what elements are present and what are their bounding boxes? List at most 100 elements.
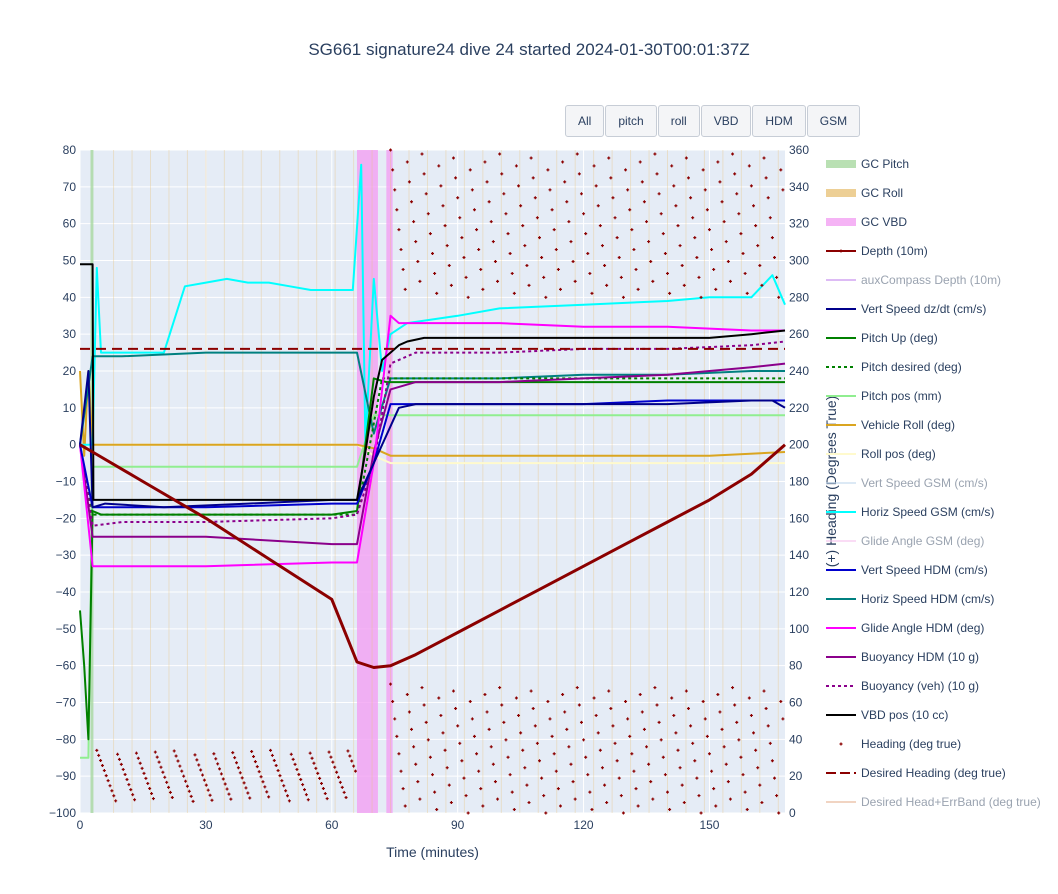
legend-label: Horiz Speed GSM (cm/s) (861, 505, 995, 519)
heading-marker (333, 765, 337, 769)
button-vbd[interactable]: VBD (700, 105, 752, 137)
heading-marker (540, 776, 544, 780)
heading-marker (167, 785, 171, 789)
heading-marker (112, 794, 116, 798)
legend-item[interactable]: Depth (10m) (826, 239, 1056, 268)
heading-marker (342, 790, 346, 794)
heading-marker (754, 224, 758, 228)
heading-marker (768, 741, 772, 745)
heading-marker (514, 164, 518, 168)
heading-marker (538, 759, 542, 763)
heading-marker (127, 783, 131, 787)
heading-marker (462, 256, 466, 260)
legend-item[interactable]: Pitch Up (deg) (826, 326, 1056, 355)
heading-marker (389, 682, 393, 686)
heading-marker (722, 220, 726, 224)
heading-marker (684, 156, 688, 160)
heading-marker (712, 787, 716, 791)
heading-marker (487, 727, 491, 731)
legend-item[interactable]: Buoyancy (veh) (10 g) (826, 674, 1056, 703)
legend-item[interactable]: Horiz Speed GSM (cm/s) (826, 500, 1056, 529)
heading-marker (420, 152, 424, 156)
legend-item[interactable]: GC Pitch (826, 152, 1056, 181)
heading-marker (225, 787, 229, 791)
y2-tick-label: 160 (789, 511, 809, 525)
legend-item[interactable]: Glide Angle HDM (deg) (826, 616, 1056, 645)
x-tick-label: 0 (77, 818, 84, 832)
heading-marker (586, 252, 590, 256)
heading-marker (640, 710, 644, 714)
legend-label: Vert Speed dz/dt (cm/s) (861, 302, 987, 316)
heading-marker (737, 212, 741, 216)
heading-marker (680, 263, 684, 267)
heading-marker (289, 752, 293, 756)
heading-marker (502, 720, 506, 724)
heading-marker (327, 750, 331, 754)
heading-marker (567, 220, 571, 224)
button-hdm[interactable]: HDM (752, 105, 806, 137)
heading-marker (775, 275, 779, 279)
legend-item[interactable]: Horiz Speed HDM (cm/s) (826, 587, 1056, 616)
heading-marker (161, 770, 165, 774)
heading-marker (531, 706, 535, 710)
heading-marker (269, 748, 273, 752)
heading-marker (619, 275, 623, 279)
y2-tick-label: 260 (789, 327, 809, 341)
heading-marker (451, 689, 455, 693)
legend-item[interactable]: Pitch desired (deg) (826, 355, 1056, 384)
heading-marker (517, 184, 521, 188)
heading-marker (500, 703, 504, 707)
legend-item[interactable]: GC VBD (826, 210, 1056, 239)
heading-marker (199, 768, 203, 772)
heading-marker (451, 156, 455, 160)
heading-marker (546, 168, 550, 172)
heading-marker (565, 200, 569, 204)
heading-marker (329, 755, 333, 759)
heading-marker (481, 804, 485, 808)
legend-item[interactable]: Glide Angle GSM (deg) (826, 529, 1056, 558)
heading-marker (477, 248, 481, 252)
legend-symbol (826, 714, 856, 716)
heading-marker (592, 696, 596, 700)
button-pitch[interactable]: pitch (605, 105, 657, 137)
legend-item[interactable]: auxCompass Depth (10m) (826, 268, 1056, 297)
heading-marker (596, 204, 600, 208)
heading-marker (218, 767, 222, 771)
legend-item[interactable]: Roll pos (deg) (826, 442, 1056, 471)
heading-marker (544, 811, 548, 815)
legend-item[interactable]: Heading (deg true) (826, 732, 1056, 761)
button-all[interactable]: All (565, 105, 605, 137)
heading-marker (611, 196, 615, 200)
legend-item[interactable]: Vert Speed dz/dt (cm/s) (826, 297, 1056, 326)
legend-item[interactable]: Desired Head+ErrBand (deg true) (826, 790, 1056, 819)
heading-marker (579, 192, 583, 196)
heading-marker (693, 759, 697, 763)
legend-label: Buoyancy HDM (10 g) (861, 650, 980, 664)
heading-marker (554, 769, 558, 773)
legend-label: Depth (10m) (861, 244, 928, 258)
heading-marker (496, 797, 500, 801)
heading-marker (737, 738, 741, 742)
heading-marker (303, 788, 307, 792)
heading-marker (718, 180, 722, 184)
heading-marker (636, 287, 640, 291)
legend-symbol (826, 395, 856, 397)
heading-marker (548, 717, 552, 721)
legend-item[interactable]: Vehicle Roll (deg) (826, 413, 1056, 442)
x-axis-title: Time (minutes) (386, 844, 479, 860)
legend-item[interactable]: GC Roll (826, 181, 1056, 210)
legend-item[interactable]: Pitch pos (mm) (826, 384, 1056, 413)
y2-tick-label: 20 (789, 769, 803, 783)
heading-marker (682, 801, 686, 805)
heading-marker (754, 748, 758, 752)
legend-item[interactable]: Vert Speed HDM (cm/s) (826, 558, 1056, 587)
heading-marker (172, 749, 176, 753)
legend-item[interactable]: Desired Heading (deg true) (826, 761, 1056, 790)
heading-marker (437, 164, 441, 168)
heading-marker (191, 799, 195, 803)
button-gsm[interactable]: GSM (806, 105, 861, 137)
legend-item[interactable]: Buoyancy HDM (10 g) (826, 645, 1056, 674)
button-roll[interactable]: roll (657, 105, 700, 137)
legend-item[interactable]: VBD pos (10 cc) (826, 703, 1056, 732)
legend-item[interactable]: Vert Speed GSM (cm/s) (826, 471, 1056, 500)
